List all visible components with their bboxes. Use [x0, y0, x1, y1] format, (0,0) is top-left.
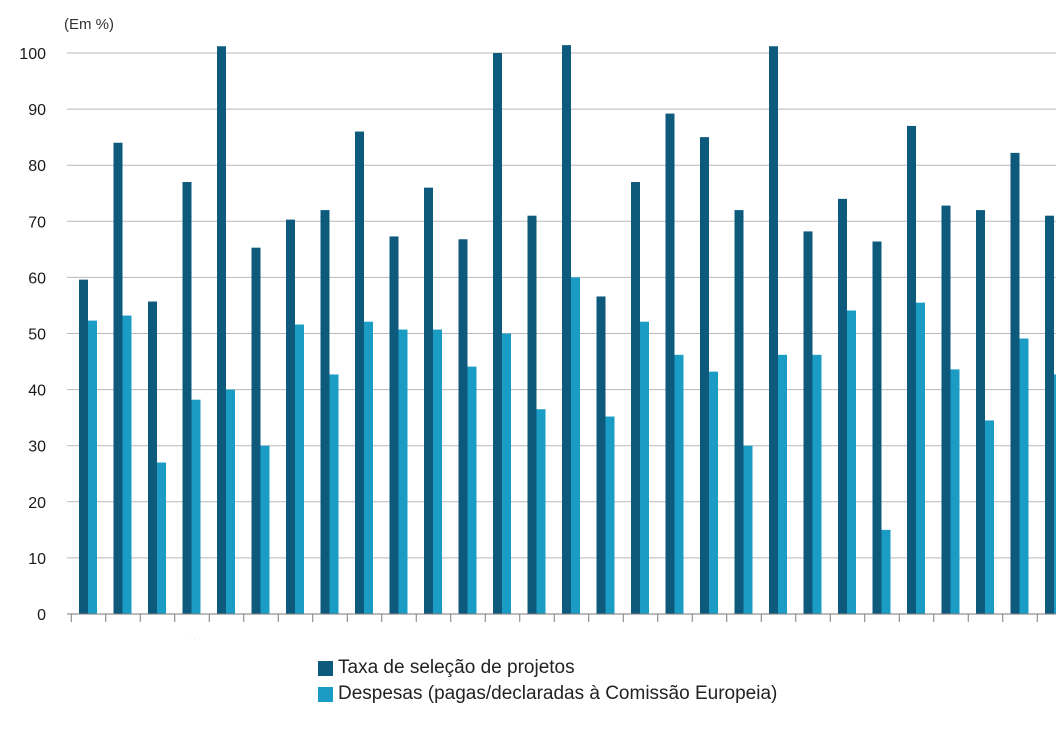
- bar-selection-rate-pt: [838, 198, 847, 615]
- legend-swatch-selection-rate: [318, 660, 333, 676]
- bar-expenditure-uk: [1019, 338, 1029, 614]
- bar-selection-rate-ie: [562, 45, 571, 615]
- bar-expenditure-sk: [985, 420, 994, 614]
- bar-selection-rate-uk: [1010, 152, 1020, 614]
- legend-item-selection-rate: Taxa de seleção de projetos: [318, 655, 777, 681]
- bar-selection-rate-etc: [182, 182, 192, 614]
- legend-label-expenditure: Despesas (pagas/declaradas à Comissão Eu…: [338, 683, 778, 704]
- bar-selection-rate-lv: [700, 137, 709, 614]
- bar-expenditure-bg: [157, 462, 166, 614]
- y-tick-label: 30: [28, 439, 46, 456]
- legend: Taxa de seleção de projetos Despesas (pa…: [318, 655, 777, 707]
- x-category-label: ETC: [183, 639, 202, 640]
- bar-expenditure-gr: [502, 333, 511, 614]
- bar-selection-rate-cy: [217, 46, 226, 614]
- bar-expenditure-ro: [881, 529, 891, 614]
- bar-expenditure-be: [122, 315, 132, 614]
- chart: (Em %) 0 10 20 30 40 50 60 70 80 90 100 ATBEBGETCC…: [19, 16, 1056, 640]
- bar-expenditure-eu: [1054, 374, 1056, 614]
- y-tick-label: 70: [28, 214, 46, 231]
- bar-selection-rate-bg: [148, 301, 157, 614]
- bar-expenditure-fr: [467, 366, 477, 614]
- y-tick-label: 20: [28, 495, 46, 512]
- bar-expenditure-de: [295, 324, 304, 614]
- bar-selection-rate-de: [286, 219, 295, 614]
- bar-selection-rate-si: [941, 205, 951, 615]
- bar-selection-rate-ee: [355, 131, 364, 615]
- bar-selection-rate-at: [79, 279, 88, 614]
- bar-selection-rate-se: [907, 125, 916, 615]
- bar-expenditure-nl: [778, 354, 787, 614]
- bar-expenditure-hu: [536, 409, 546, 614]
- bar-selection-rate-hu: [527, 215, 537, 614]
- y-tick-label: 100: [19, 46, 46, 63]
- unit-label: (Em %): [64, 16, 114, 33]
- bar-selection-rate-lt: [631, 182, 640, 614]
- bar-selection-rate-sk: [976, 210, 985, 614]
- bar-selection-rate-eu: [1045, 215, 1054, 614]
- bar-expenditure-etc: [191, 399, 201, 614]
- y-axis: 0 10 20 30 40 50 60 70 80 90 100: [19, 46, 46, 624]
- bar-expenditure-at: [88, 320, 97, 614]
- bar-selection-rate-nl: [769, 46, 778, 614]
- bar-selection-rate-fr: [458, 239, 468, 614]
- bar-selection-rate-ro: [872, 241, 882, 614]
- bar-expenditure-pt: [847, 310, 856, 614]
- bar-expenditure-lv: [709, 371, 718, 614]
- bar-expenditure-mt: [743, 445, 753, 614]
- y-tick-label: 40: [28, 383, 46, 400]
- legend-label-selection-rate: Taxa de seleção de projetos: [338, 657, 575, 678]
- y-tick-label: 10: [28, 551, 46, 568]
- bar-expenditure-se: [916, 302, 925, 614]
- bar-expenditure-cz: [260, 445, 270, 614]
- bar-selection-rate-lu: [665, 113, 675, 614]
- bar-selection-rate-fi: [424, 187, 433, 614]
- y-tick-label: 80: [28, 158, 46, 175]
- y-tick-label: 0: [37, 607, 46, 624]
- bar-expenditure-fi: [433, 329, 442, 614]
- y-tick-label: 90: [28, 102, 46, 119]
- bar-selection-rate-dk: [320, 210, 330, 614]
- bar-expenditure-cy: [226, 389, 235, 614]
- bar-expenditure-lu: [674, 354, 684, 614]
- bars: [79, 45, 1056, 615]
- bar-expenditure-si: [950, 369, 960, 614]
- bar-expenditure-ee: [364, 321, 373, 614]
- bar-expenditure-ie: [571, 277, 580, 614]
- bar-selection-rate-mt: [734, 210, 744, 614]
- x-axis: ATBEBGETCCYCZDEDKEEESFIFRGRHUIEITLTLULVM…: [67, 613, 1056, 640]
- bar-expenditure-it: [605, 416, 615, 614]
- y-tick-label: 60: [28, 270, 46, 287]
- bar-selection-rate-pl: [803, 231, 813, 614]
- bar-selection-rate-cz: [251, 247, 261, 615]
- bar-selection-rate-it: [596, 296, 606, 614]
- y-tick-label: 50: [28, 327, 46, 344]
- bar-expenditure-lt: [640, 321, 649, 614]
- bar-expenditure-dk: [329, 374, 339, 614]
- bar-expenditure-es: [398, 329, 408, 614]
- legend-swatch-expenditure: [318, 686, 333, 702]
- bar-selection-rate-es: [389, 236, 399, 614]
- bar-selection-rate-be: [113, 142, 123, 614]
- legend-item-expenditure: Despesas (pagas/declaradas à Comissão Eu…: [318, 681, 777, 707]
- bar-selection-rate-gr: [493, 53, 502, 614]
- bar-expenditure-pl: [812, 354, 822, 614]
